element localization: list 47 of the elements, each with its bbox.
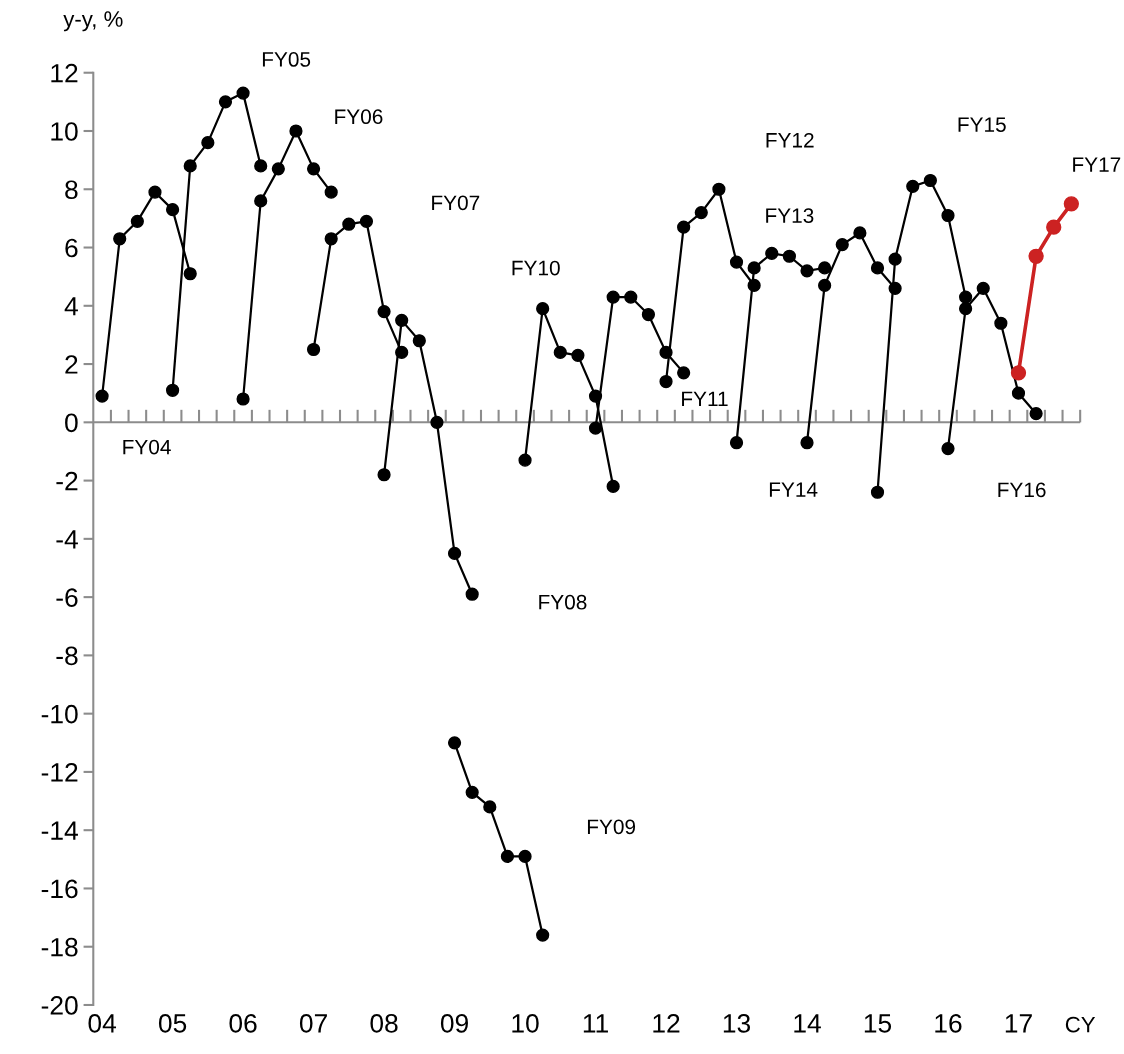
series-label: FY10 [512,260,560,276]
y-tick-label: -6 [56,588,78,607]
series-label: FY05 [262,52,311,67]
y-tick-label: 10 [51,122,78,141]
y-tick-label: 4 [64,297,78,316]
x-tick-label: 07 [299,1014,327,1033]
x-tick-label: 09 [440,1014,468,1033]
y-tick-label: 8 [65,180,78,200]
x-tick-label: 16 [935,1014,962,1033]
x-axis-title: CY [1065,1016,1096,1033]
x-tick-label: 12 [653,1014,680,1033]
text: FY12 [766,132,814,148]
y-tick-label: -8 [56,646,78,666]
x-tick-label: 05 [158,1014,187,1033]
series-label: FY11 [682,391,728,406]
text: FY08 [539,594,587,610]
y-tick-label: -2 [56,471,78,491]
x-tick-label: 10 [512,1014,539,1033]
x-tick-label: 13 [723,1014,751,1033]
series-label: FY14 [769,482,818,497]
text: FY09 [587,819,636,835]
y-tick-label: -4 [56,530,78,549]
x-tick-label: 15 [864,1014,892,1033]
y-tick-label: -12 [41,763,78,782]
y-tick-label: -20 [41,996,78,1015]
y-tick-label: 2 [65,355,78,374]
x-tick-label: 17 [1005,1014,1032,1033]
y-tick-label: -14 [41,821,78,840]
x-tick-label: 06 [229,1014,257,1033]
x-tick-label: 11 [583,1014,608,1033]
text: FY07 [432,195,480,211]
y-tick-label: 12 [51,63,78,83]
x-tick-label: 14 [794,1014,821,1033]
y-tick-label: 6 [65,238,78,258]
text: FY04 [123,439,171,455]
y-tick-label: 0 [65,413,78,433]
y-axis-title: y-y, % [63,11,123,32]
y-tick-label: -10 [41,704,78,724]
x-tick-label: 04 [88,1014,117,1033]
x-tick-label: 08 [370,1014,398,1033]
series-label: FY06 [335,109,383,125]
y-tick-label: -16 [41,879,78,899]
y-tick-label: -18 [41,937,78,957]
text: FY16 [998,482,1046,498]
text: FY15 [958,117,1006,132]
series-label: FY13 [766,208,814,223]
series-label: FY17 [1073,157,1121,172]
